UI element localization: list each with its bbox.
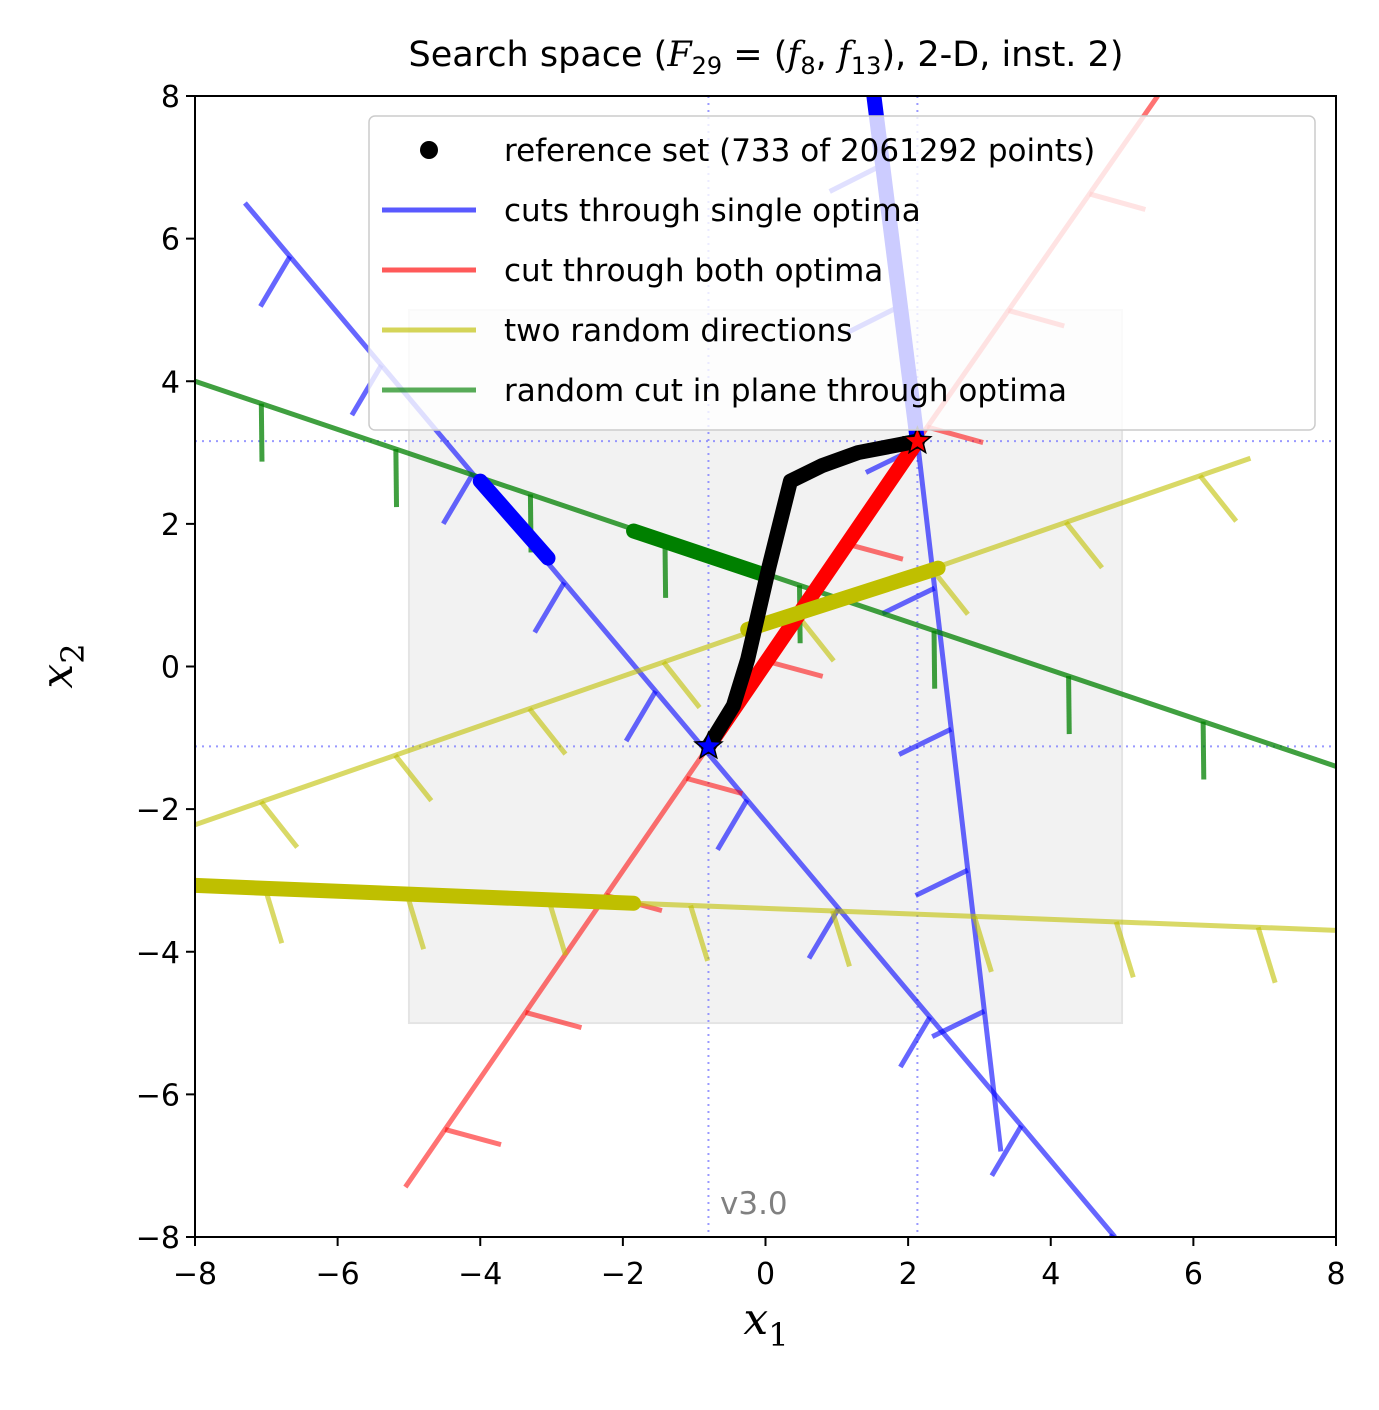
cut-line-5-tick-2 xyxy=(404,892,427,950)
y-tick-label: 8 xyxy=(161,80,180,115)
x-tick-label: −4 xyxy=(458,1257,502,1292)
cut-line-5-tick-8 xyxy=(1255,926,1278,984)
cut-line-2-tick-7 xyxy=(931,1008,986,1039)
cut-line-3-tick-5 xyxy=(766,658,824,679)
cut-line-4-tick-4 xyxy=(661,660,702,710)
x-tick-label: −2 xyxy=(601,1257,645,1292)
x-tick-label: 0 xyxy=(756,1257,775,1292)
cut-line-6-tick-4 xyxy=(662,539,669,598)
cut-line-4-tick-3 xyxy=(527,707,568,756)
x-axis: −8 −6 −4 −2 0 2 4 6 8 xyxy=(173,1237,1346,1292)
cut-line-5-tick-1 xyxy=(262,886,285,944)
cut-line-3-tick-2 xyxy=(524,1009,583,1031)
cut-line-3-tick-6 xyxy=(846,541,904,562)
cut-line-1-tick-10 xyxy=(1108,1233,1115,1237)
cut-line-4-tick-8 xyxy=(1198,474,1239,523)
legend-label-5: random cut in plane through optima xyxy=(504,373,1067,409)
y-tick-label: 6 xyxy=(161,223,180,258)
cut-line-2-tick-5 xyxy=(897,726,953,757)
cut-line-2-tick-4 xyxy=(881,585,936,616)
cut-line-6-tick-7 xyxy=(1066,676,1072,735)
x-axis-label: x1 xyxy=(743,1294,788,1354)
cut-line-5-tick-7 xyxy=(1113,921,1136,979)
cut-line-1-tick-6 xyxy=(715,798,750,851)
reference-set-path xyxy=(700,433,925,754)
cut-line-4-tick-6 xyxy=(929,567,970,616)
legend-label-2: cuts through single optima xyxy=(504,193,921,229)
optimum-2-star xyxy=(902,425,933,455)
cut-line-6-tick-1 xyxy=(258,403,265,462)
cut-line-4-tick-5 xyxy=(795,613,836,663)
cut-line-1-tick-9 xyxy=(989,1124,1024,1177)
cut-line-1-tick-3 xyxy=(441,472,475,526)
cut-line-4 xyxy=(195,455,1252,828)
cut-line-5-tick-4 xyxy=(688,904,710,962)
x-tick-label: −8 xyxy=(173,1257,217,1292)
legend-label-1: reference set (733 of 2061292 points) xyxy=(504,133,1095,169)
cut-line-6-tick-2 xyxy=(393,449,400,508)
y-tick-label: −6 xyxy=(136,1078,180,1113)
x-tick-label: 4 xyxy=(1041,1257,1060,1292)
cut-line-3-tick-1 xyxy=(444,1126,502,1148)
legend-marker-reference-set xyxy=(420,141,438,159)
legend-box xyxy=(368,115,1316,431)
highlight-segment-1 xyxy=(472,473,556,566)
chart-title: Search space (F29 = (f8, f13), 2-D, inst… xyxy=(409,35,1124,80)
y-axis: −8 −6 −4 −2 0 2 4 6 8 xyxy=(136,80,195,1256)
x-tick-label: 8 xyxy=(1326,1257,1345,1292)
cut-line-4-tick-7 xyxy=(1064,520,1104,570)
highlight-segment-6 xyxy=(195,877,642,911)
y-tick-label: −8 xyxy=(136,1221,180,1256)
optimum-1-star xyxy=(693,730,724,760)
x-tick-label: 6 xyxy=(1184,1257,1203,1292)
cut-line-4-tick-2 xyxy=(393,753,434,803)
cut-line-3-tick-4 xyxy=(685,775,744,797)
y-tick-label: 0 xyxy=(161,651,180,686)
cut-line-2-tick-6 xyxy=(914,867,969,898)
y-tick-label: 2 xyxy=(161,508,180,543)
version-watermark: v3.0 xyxy=(720,1186,788,1222)
legend: reference set (733 of 2061292 points) cut… xyxy=(368,115,1316,431)
x-tick-label: −6 xyxy=(316,1257,360,1292)
cut-line-6-tick-6 xyxy=(931,630,938,689)
cut-line-1-tick-5 xyxy=(623,689,658,743)
cut-line-5-tick-5 xyxy=(830,910,852,968)
cut-line-1-tick-4 xyxy=(532,581,567,634)
cut-line-4-tick-1 xyxy=(259,800,300,849)
cut-line-5-tick-6 xyxy=(971,915,994,973)
highlight-segment-4 xyxy=(626,523,773,583)
cut-line-5-tick-3 xyxy=(546,898,568,956)
cut-line-6-tick-8 xyxy=(1200,721,1207,780)
highlight-segment-5 xyxy=(740,560,946,637)
y-tick-label: −4 xyxy=(136,936,180,971)
y-tick-label: 4 xyxy=(161,365,180,400)
legend-label-3: cut through both optima xyxy=(504,253,883,289)
legend-label-4: two random directions xyxy=(504,313,852,349)
x-tick-label: 2 xyxy=(899,1257,918,1292)
cut-line-1-tick-8 xyxy=(898,1015,933,1069)
y-tick-label: −2 xyxy=(136,793,180,828)
cut-line-1-tick-1 xyxy=(258,255,293,308)
y-axis-label: x2 xyxy=(32,643,92,688)
